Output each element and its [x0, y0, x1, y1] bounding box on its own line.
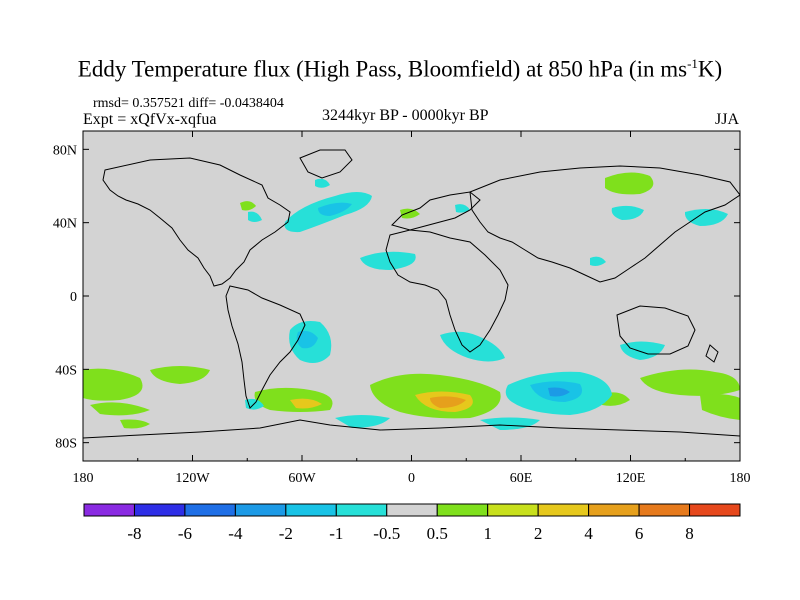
colorbar-label: 2: [534, 524, 543, 543]
colorbar-label: -6: [178, 524, 192, 543]
europe-outline: [391, 191, 481, 231]
anomaly-patch: [150, 366, 210, 384]
anomaly-patch: [548, 387, 570, 397]
colorbar-label: 8: [685, 524, 694, 543]
lat-label: 80N: [53, 143, 77, 158]
axis-ticks: [82, 131, 741, 461]
lon-label: 180: [730, 471, 751, 486]
colorbar-label: -8: [127, 524, 141, 543]
lon-label: 60E: [510, 471, 533, 486]
lon-label: 60W: [288, 471, 316, 486]
anomaly-patch: [640, 369, 740, 396]
anomaly-patch: [430, 396, 466, 408]
australia-outline: [616, 305, 696, 355]
anomaly-fields: [83, 172, 740, 430]
south-america-outline: [225, 285, 306, 409]
experiment-label: Expt = xQfVx-xqfua: [83, 111, 217, 128]
colorbar-swatch: [436, 503, 489, 517]
season-label: JJA: [715, 111, 740, 128]
period-label: 3244kyr BP - 0000kyr BP: [322, 107, 489, 124]
lon-label: 0: [408, 471, 415, 486]
africa-outline: [385, 229, 509, 353]
stats-label: rmsd= 0.357521 diff= -0.0438404: [93, 96, 284, 111]
lon-label: 120W: [175, 471, 210, 486]
colorbar-label: -2: [279, 524, 293, 543]
lon-label: 120E: [616, 471, 646, 486]
anomaly-patch: [455, 204, 470, 213]
greenland-outline: [299, 149, 353, 179]
colorbar-swatch: [335, 503, 388, 517]
colorbar-label: 6: [635, 524, 644, 543]
colorbar-label: -0.5: [373, 524, 400, 543]
lat-label: 0: [70, 290, 77, 305]
colorbar-labels: -8 -6 -4 -2 -1 -0.5 0.5 1 2 4 6 8: [127, 524, 693, 543]
anomaly-patch: [700, 394, 740, 420]
anomaly-patch: [620, 341, 665, 360]
anomaly-patch: [315, 178, 330, 188]
colorbar-swatch: [689, 503, 741, 517]
title-superscript: -1: [687, 56, 698, 71]
anomaly-patch: [611, 205, 644, 220]
coastlines: [83, 149, 740, 439]
anomaly-patch: [590, 256, 606, 266]
colorbar-swatch: [83, 503, 135, 517]
colorbar-swatch: [588, 503, 640, 517]
lon-axis-labels: 180 120W 60W 0 60E 120E 180: [73, 471, 751, 486]
anomaly-patch: [296, 330, 318, 349]
colorbar-swatch: [638, 503, 691, 517]
anomaly-patch: [440, 331, 505, 362]
anomaly-patch: [248, 211, 262, 222]
anomaly-patch: [400, 208, 420, 219]
title-suffix: K): [697, 56, 723, 82]
colorbar-label: 1: [483, 524, 492, 543]
anomaly-patch: [90, 402, 150, 416]
colorbar-label: 4: [584, 524, 593, 543]
anomaly-patch: [120, 419, 150, 429]
anomaly-patch: [335, 415, 390, 428]
anomaly-patch: [318, 202, 352, 216]
lat-label: 40S: [55, 363, 77, 378]
colorbar-swatch: [234, 503, 287, 517]
north-america-outline: [102, 157, 291, 287]
colorbar: [83, 503, 741, 517]
lon-label: 180: [73, 471, 94, 486]
colorbar-swatch: [184, 503, 236, 517]
title-main: Eddy Temperature flux (High Pass, Bloomf…: [77, 56, 688, 82]
anomaly-patch: [83, 368, 143, 401]
colorbar-label: -1: [329, 524, 343, 543]
lat-label: 40N: [53, 217, 77, 232]
anomaly-patch: [605, 172, 654, 195]
colorbar-swatch: [133, 503, 186, 517]
map-title: Eddy Temperature flux (High Pass, Bloomf…: [0, 56, 800, 83]
antarctica-outline: [83, 419, 740, 439]
colorbar-swatch: [285, 503, 337, 517]
asia-outline: [469, 165, 740, 283]
colorbar-swatch: [487, 503, 539, 517]
anomaly-patch: [360, 251, 416, 270]
anomaly-patch: [480, 417, 540, 430]
colorbar-swatch: [537, 503, 590, 517]
anomaly-patch: [290, 398, 322, 409]
anomaly-patch: [240, 201, 256, 211]
colorbar-swatch: [386, 503, 438, 517]
anomaly-patch: [684, 208, 728, 226]
lat-label: 80S: [55, 437, 77, 452]
colorbar-label: -4: [228, 524, 243, 543]
colorbar-label: 0.5: [427, 524, 448, 543]
new-zealand-outline: [705, 344, 719, 363]
lat-axis-labels: 80N 40N 0 40S 80S: [53, 143, 77, 451]
